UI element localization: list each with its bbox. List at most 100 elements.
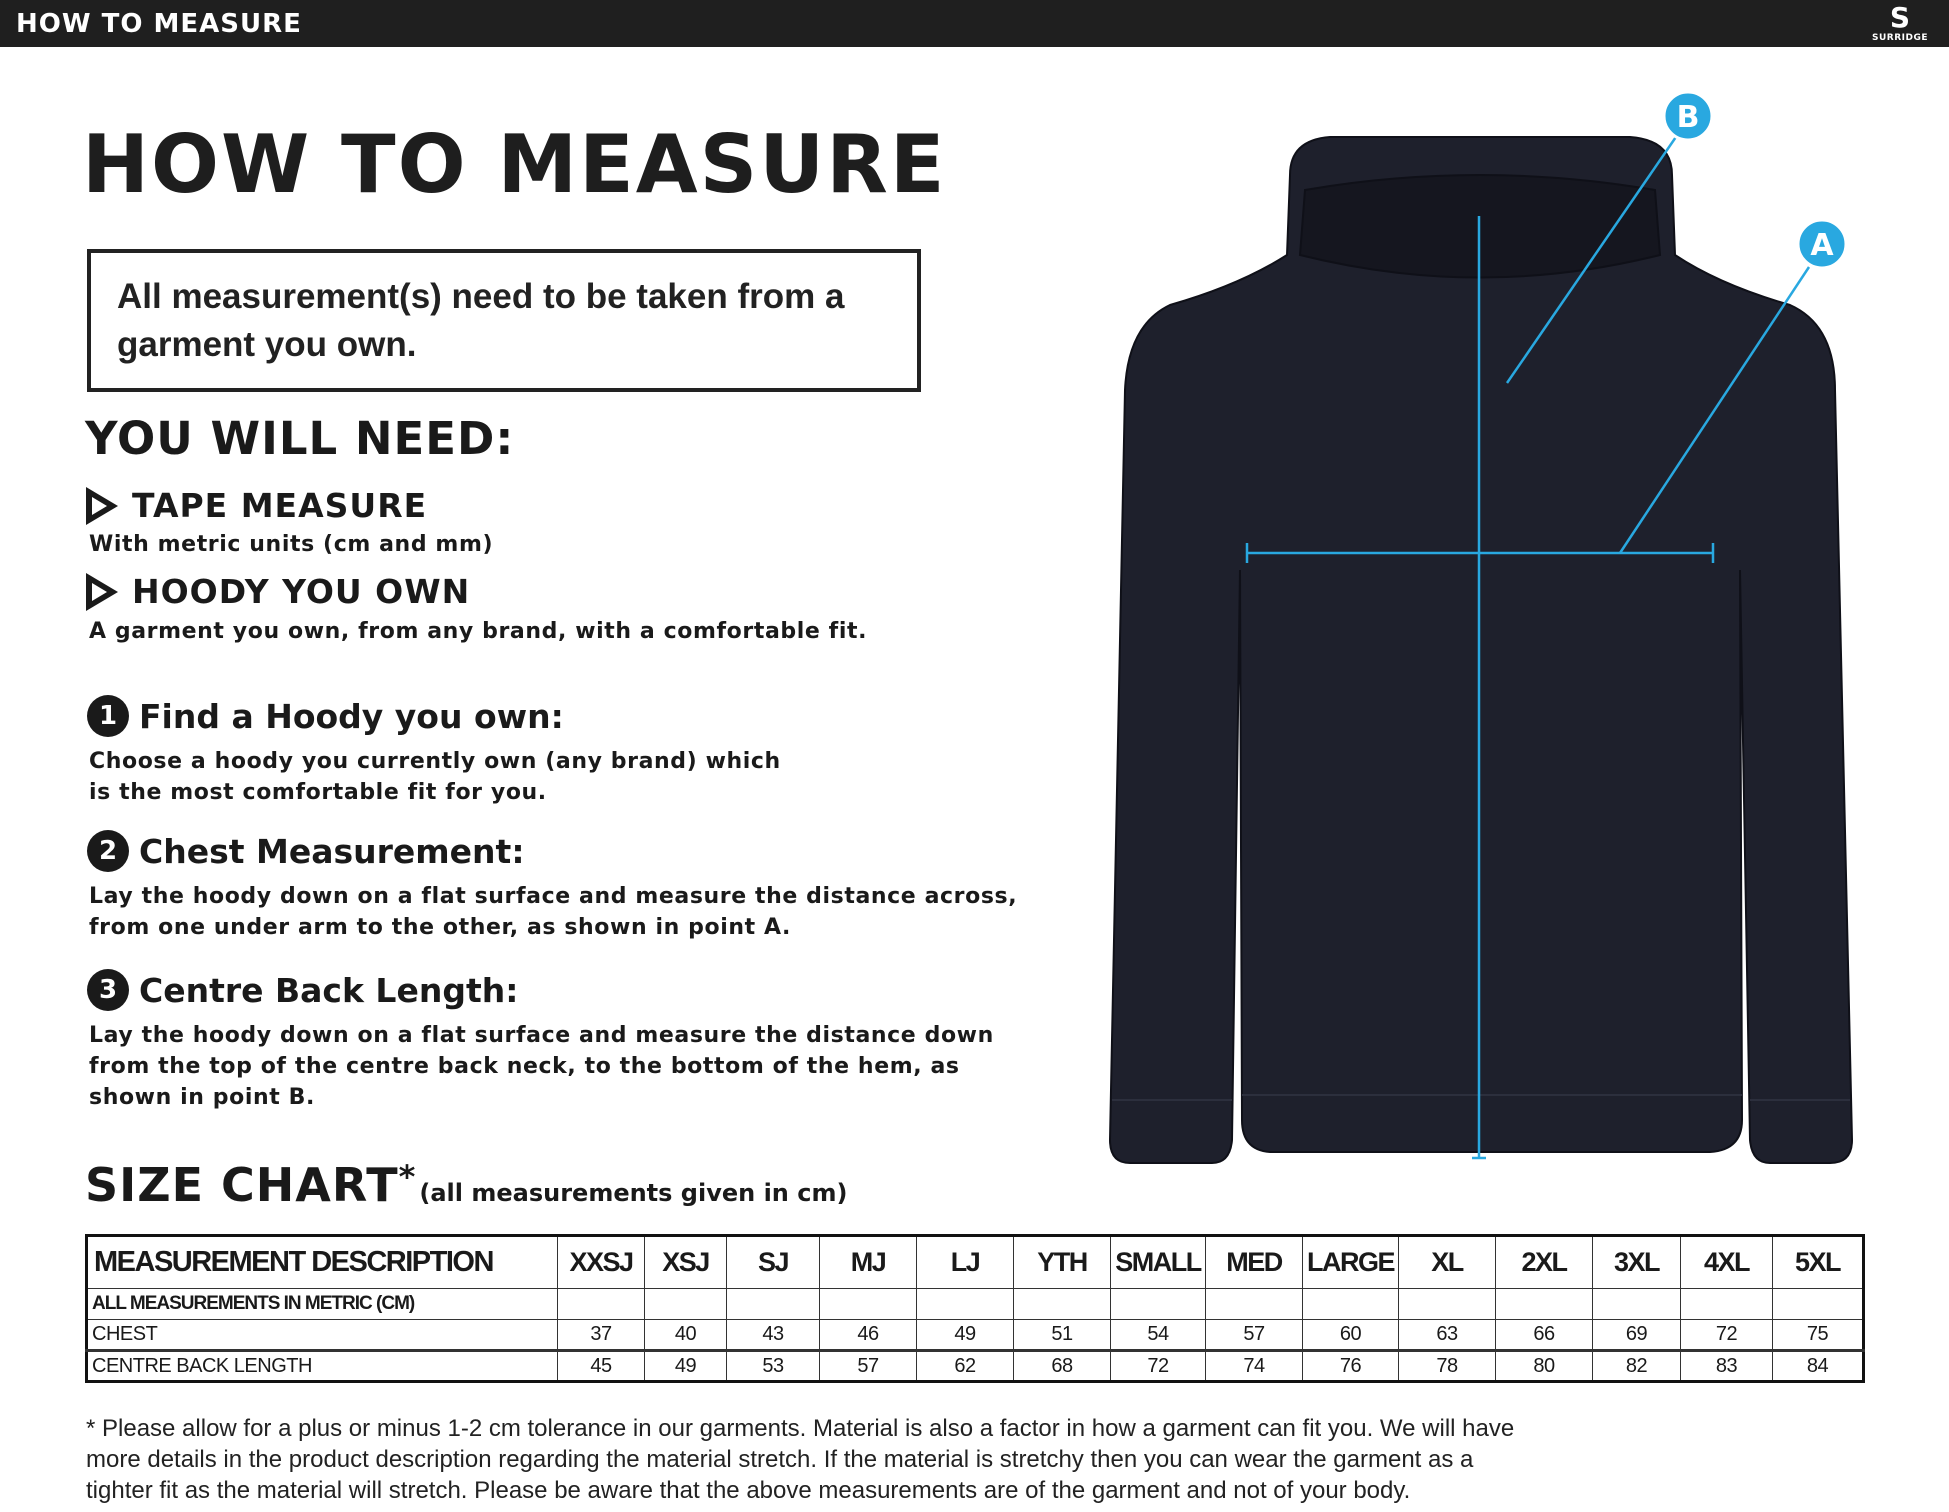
need-item-desc: With metric units (cm and mm) (89, 532, 494, 557)
empty-cell (916, 1288, 1014, 1320)
size-header-mj: MJ (819, 1235, 917, 1289)
label-b: B (1662, 90, 1714, 142)
svg-text:A: A (1810, 228, 1834, 263)
step-number: 1 (87, 695, 129, 737)
size-header-lj: LJ (916, 1235, 1014, 1289)
table-row: CENTRE BACK LENGTH 45 49 53 57 62 68 72 74 76 78 80… (86, 1349, 1864, 1382)
size-header-large: LARGE (1302, 1235, 1399, 1289)
value-cell: 62 (916, 1349, 1014, 1382)
step-2-text: Lay the hoody down on a flat surface and… (89, 884, 1018, 940)
hoody-garment (1108, 136, 1854, 1164)
empty-cell (1302, 1288, 1399, 1320)
you-will-need-heading: YOU WILL NEED: (85, 412, 515, 465)
value-cell: 84 (1772, 1349, 1864, 1382)
value-cell: 75 (1772, 1319, 1864, 1351)
pointer-b-line (1505, 133, 1680, 384)
value-cell: 82 (1592, 1349, 1681, 1382)
page-title: HOW TO MEASURE (82, 118, 947, 211)
empty-cell (1205, 1288, 1303, 1320)
table-header-row: MEASUREMENT DESCRIPTION XXSJ XSJ SJ MJ LJ YTH S… (86, 1235, 1864, 1289)
value-cell: 46 (819, 1319, 917, 1351)
empty-cell (1772, 1288, 1864, 1320)
empty-cell (819, 1288, 917, 1320)
value-cell: 49 (916, 1319, 1014, 1351)
value-cell: 49 (644, 1349, 727, 1382)
value-cell: 43 (726, 1319, 820, 1351)
triangle-icon (86, 572, 118, 611)
step-3-heading: 3 Centre Back Length: (87, 969, 518, 1011)
value-cell: 76 (1302, 1349, 1399, 1382)
size-chart-table: MEASUREMENT DESCRIPTION XXSJ XSJ SJ MJ LJ YTH S… (85, 1234, 1865, 1383)
value-cell: 74 (1205, 1349, 1303, 1382)
need-item-title: HOODY YOU OWN (132, 572, 471, 611)
empty-cell (1013, 1288, 1111, 1320)
footer-disclaimer: * Please allow for a plus or minus 1-2 c… (86, 1415, 1515, 1504)
top-bar-title: HOW TO MEASURE (16, 9, 302, 39)
step-number: 3 (87, 969, 129, 1011)
size-header-med: MED (1205, 1235, 1303, 1289)
asterisk: * (398, 1158, 416, 1196)
value-cell: 83 (1680, 1349, 1773, 1382)
value-cell: 37 (557, 1319, 645, 1351)
label-a: A (1796, 218, 1848, 270)
triangle-icon (86, 486, 118, 525)
value-cell: 72 (1110, 1349, 1206, 1382)
value-cell: 63 (1398, 1319, 1496, 1351)
step-number: 2 (87, 830, 129, 872)
size-header-2xl: 2XL (1495, 1235, 1593, 1289)
top-bar: HOW TO MEASURE S SURRIDGE (0, 0, 1949, 47)
size-header-xxsj: XXSJ (557, 1235, 645, 1289)
empty-cell (1398, 1288, 1496, 1320)
size-header-5xl: 5XL (1772, 1235, 1864, 1289)
empty-cell (1110, 1288, 1206, 1320)
value-cell: 54 (1110, 1319, 1206, 1351)
empty-cell (557, 1288, 645, 1320)
value-cell: 45 (557, 1349, 645, 1382)
value-cell: 69 (1592, 1319, 1681, 1351)
size-chart-heading: SIZE CHART (85, 1158, 399, 1212)
value-cell: 51 (1013, 1319, 1111, 1351)
size-header-3xl: 3XL (1592, 1235, 1681, 1289)
value-cell: 57 (819, 1349, 917, 1382)
header-cell: MEASUREMENT DESCRIPTION (86, 1235, 558, 1289)
size-chart-title: SIZE CHART * (all measurements given in cm… (85, 1158, 847, 1212)
step-1-heading: 1 Find a Hoody you own: (87, 695, 564, 737)
empty-cell (644, 1288, 727, 1320)
empty-cell (1680, 1288, 1773, 1320)
step-title: Find a Hoody you own: (139, 696, 564, 736)
surridge-logo: S SURRIDGE (1871, 1, 1928, 44)
value-cell: 80 (1495, 1349, 1593, 1382)
size-chart-note: (all measurements given in cm) (419, 1179, 848, 1207)
size-header-small: SMALL (1110, 1235, 1206, 1289)
row-label: CHEST (86, 1319, 558, 1351)
pointer-a-line (1618, 266, 1811, 554)
value-cell: 57 (1205, 1319, 1303, 1351)
value-cell: 53 (726, 1349, 820, 1382)
step-title: Chest Measurement: (139, 831, 525, 871)
step-3-text: Lay the hoody down on a flat surface and… (89, 1023, 994, 1110)
svg-text:B: B (1677, 100, 1700, 135)
need-item-desc: A garment you own, from any brand, with … (89, 619, 868, 644)
value-cell: 40 (644, 1319, 727, 1351)
size-header-xl: XL (1398, 1235, 1496, 1289)
step-1-text: Choose a hoody you currently own (any br… (89, 749, 781, 805)
value-cell: 66 (1495, 1319, 1593, 1351)
empty-cell (1592, 1288, 1681, 1320)
size-header-4xl: 4XL (1680, 1235, 1773, 1289)
need-item-title: TAPE MEASURE (132, 486, 428, 525)
empty-cell (1495, 1288, 1593, 1320)
row-label: CENTRE BACK LENGTH (86, 1349, 558, 1382)
value-cell: 78 (1398, 1349, 1496, 1382)
measurement-lines (1245, 133, 1811, 1160)
step-title: Centre Back Length: (139, 970, 519, 1010)
need-item-hoody: HOODY YOU OWN (86, 572, 470, 611)
value-cell: 68 (1013, 1349, 1111, 1382)
empty-cell (726, 1288, 820, 1320)
value-cell: 72 (1680, 1319, 1773, 1351)
value-cell: 60 (1302, 1319, 1399, 1351)
notice-box: All measurement(s) need to be taken from… (87, 249, 921, 392)
size-header-sj: SJ (726, 1235, 820, 1289)
size-header-yth: YTH (1013, 1235, 1111, 1289)
subheader-cell: ALL MEASUREMENTS IN METRIC (CM) (86, 1288, 558, 1320)
step-2-heading: 2 Chest Measurement: (87, 830, 525, 872)
